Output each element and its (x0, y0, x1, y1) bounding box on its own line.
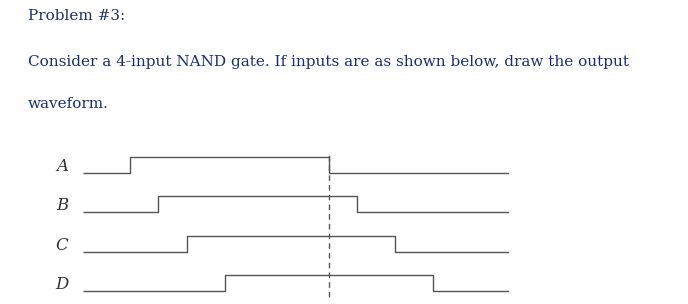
Text: Consider a 4-input NAND gate. If inputs are as shown below, draw the output: Consider a 4-input NAND gate. If inputs … (28, 55, 629, 69)
Text: waveform.: waveform. (28, 97, 109, 111)
Text: Problem #3:: Problem #3: (28, 9, 125, 23)
Text: B: B (56, 197, 68, 214)
Text: D: D (55, 276, 68, 293)
Text: C: C (56, 237, 68, 254)
Text: A: A (56, 158, 68, 175)
